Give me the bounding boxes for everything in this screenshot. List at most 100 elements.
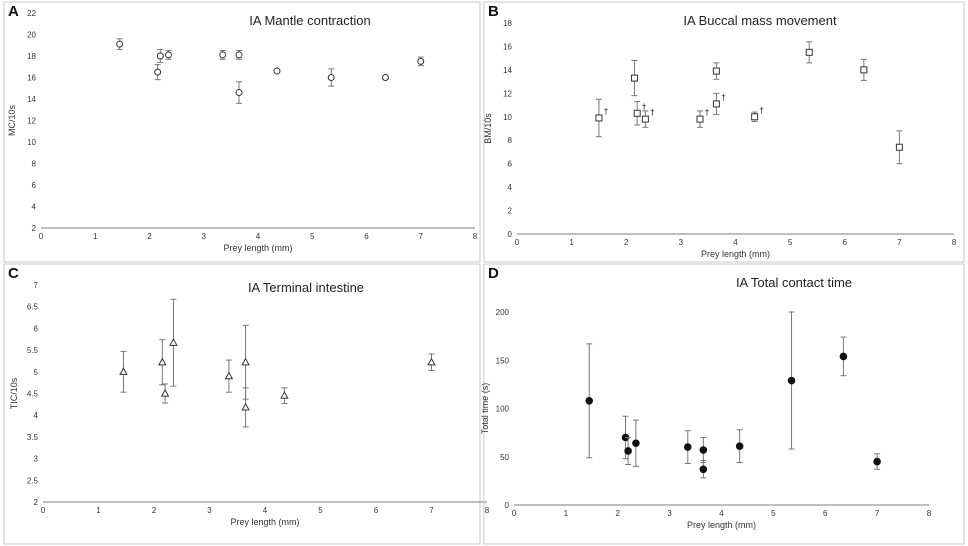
panel-d-x-tick-label: 6 — [823, 509, 828, 518]
panel-b-x-tick-label: 0 — [515, 238, 520, 247]
panel-b-data-point — [641, 115, 649, 123]
panel-c-data-point — [280, 391, 289, 399]
panel-b-dagger-annotation: † — [642, 102, 646, 111]
panel-c-x-tick-label: 0 — [41, 506, 46, 515]
panel-b-x-tick-label: 1 — [569, 238, 574, 247]
panel-a-x-tick-label: 4 — [256, 232, 261, 241]
panel-d-data-point — [735, 442, 744, 450]
panel-d-data-point — [585, 396, 594, 405]
panel-a-y-tick-label: 18 — [27, 52, 36, 61]
panel-a-data-point — [417, 57, 425, 65]
panel-b-dagger-annotation: † — [604, 107, 608, 116]
panel-d-x-tick-label: 0 — [512, 509, 517, 518]
panel-d-data-point — [683, 443, 692, 451]
panel-a-y-label: MC/10s — [7, 105, 17, 137]
panel-a-x-tick-label: 5 — [310, 232, 315, 241]
panel-b-dagger-annotation: † — [721, 93, 725, 102]
panel-d-y-tick-label: 200 — [496, 308, 510, 317]
panel-c-x-tick-label: 1 — [96, 506, 101, 515]
panel-a-data-point — [327, 74, 335, 81]
panel-b-y-tick-label: 18 — [503, 19, 512, 28]
panel-b-dagger-annotation: † — [650, 108, 654, 117]
panel-a-data-point — [116, 40, 124, 48]
panel-c-title: IA Terminal intestine — [248, 280, 364, 295]
panel-b-data-point — [712, 67, 720, 75]
panel-d-title: IA Total contact time — [736, 275, 852, 290]
panel-a-x-label: Prey length (mm) — [223, 243, 292, 253]
panel-b-dagger-annotation: † — [760, 106, 764, 115]
panel-c-x-tick-label: 2 — [152, 506, 157, 515]
panel-d-data-point — [624, 447, 632, 455]
panel-d-letter: D — [488, 265, 499, 282]
panel-b-data-point — [595, 114, 603, 122]
panel-a-data-point — [273, 67, 281, 75]
panel-c-y-tick-label: 2.5 — [27, 476, 39, 485]
panel-c-data-point — [160, 388, 170, 397]
panel-c-x-tick-label: 7 — [429, 506, 434, 515]
panel-b-x-tick-label: 3 — [679, 238, 684, 247]
panel-a-y-tick-label: 8 — [32, 160, 37, 169]
panel-b-x-tick-label: 2 — [624, 238, 629, 247]
panel-d-x-tick-label: 1 — [564, 509, 569, 518]
panel-b-data-point — [630, 74, 638, 82]
panel-a-data-point — [219, 51, 227, 59]
panel-a-x-tick-label: 6 — [364, 232, 369, 241]
panel-b-x-tick-label: 8 — [952, 238, 957, 247]
panel-d-data-point — [699, 465, 708, 474]
panel-a-y-tick-label: 10 — [27, 138, 36, 147]
panel-a-data-point — [381, 74, 389, 81]
panel-a-y-tick-label: 20 — [27, 31, 36, 40]
panel-d-x-label: Prey length (mm) — [687, 520, 756, 530]
panel-c-y-tick-label: 2 — [34, 498, 39, 507]
panel-a-title: IA Mantle contraction — [249, 13, 370, 28]
panel-c-y-tick-label: 6.5 — [27, 303, 39, 312]
panel-b-y-tick-label: 4 — [508, 183, 513, 192]
panel-b-frame — [483, 1, 965, 263]
panel-c-x-tick-label: 3 — [207, 506, 212, 515]
panel-c-data-point — [169, 338, 178, 346]
panel-a-x-tick-label: 8 — [473, 232, 478, 241]
panel-a-x-tick-label: 3 — [202, 232, 207, 241]
panel-a-letter: A — [8, 3, 19, 20]
panel-b-y-tick-label: 2 — [508, 207, 513, 216]
panel-c-y-tick-label: 4 — [34, 411, 39, 420]
panel-c-y-label: TIC/10s — [9, 377, 19, 409]
panel-a-y-tick-label: 22 — [27, 9, 36, 18]
panel-b-data-point — [633, 109, 641, 117]
panel-c-data-point — [241, 402, 250, 411]
panel-a-data-point — [235, 51, 243, 59]
panel-b-data-point — [751, 113, 759, 121]
panel-b-x-tick-label: 4 — [733, 238, 738, 247]
panel-c-x-tick-label: 5 — [318, 506, 323, 515]
panel-a-data-point — [154, 68, 162, 76]
panel-c-x-tick-label: 4 — [263, 506, 268, 515]
panel-b-data-point — [696, 115, 704, 123]
panel-b-data-point — [895, 143, 903, 151]
panel-a-x-tick-label: 2 — [147, 232, 152, 241]
panel-d-y-tick-label: 100 — [496, 405, 510, 414]
panel-b-data-point — [860, 66, 868, 74]
panel-b-y-tick-label: 8 — [508, 136, 513, 145]
panel-a-y-tick-label: 4 — [32, 203, 37, 212]
panel-b-x-tick-label: 5 — [788, 238, 793, 247]
panel-b-x-tick-label: 7 — [897, 238, 902, 247]
panel-a-data-point — [164, 51, 172, 59]
panel-b-y-tick-label: 10 — [503, 113, 512, 122]
panel-b-y-tick-label: 6 — [508, 160, 513, 169]
panel-d-x-tick-label: 2 — [616, 509, 621, 518]
panel-c-y-tick-label: 5 — [34, 368, 39, 377]
panel-c-y-tick-label: 7 — [34, 281, 39, 290]
panel-c-data-point — [158, 357, 167, 366]
panel-a-data-point — [156, 52, 164, 60]
panel-d-data-point — [699, 446, 708, 454]
panel-b-y-tick-label: 0 — [508, 230, 513, 239]
panel-b-letter: B — [488, 3, 499, 20]
panel-a-y-tick-label: 6 — [32, 181, 37, 190]
panel-a-x-tick-label: 1 — [93, 232, 98, 241]
panel-d-y-tick-label: 0 — [505, 501, 510, 510]
panel-d-data-point — [873, 457, 881, 466]
panel-b-y-tick-label: 14 — [503, 66, 512, 75]
panel-b-x-tick-label: 6 — [843, 238, 848, 247]
panel-d-data-point — [787, 376, 796, 385]
